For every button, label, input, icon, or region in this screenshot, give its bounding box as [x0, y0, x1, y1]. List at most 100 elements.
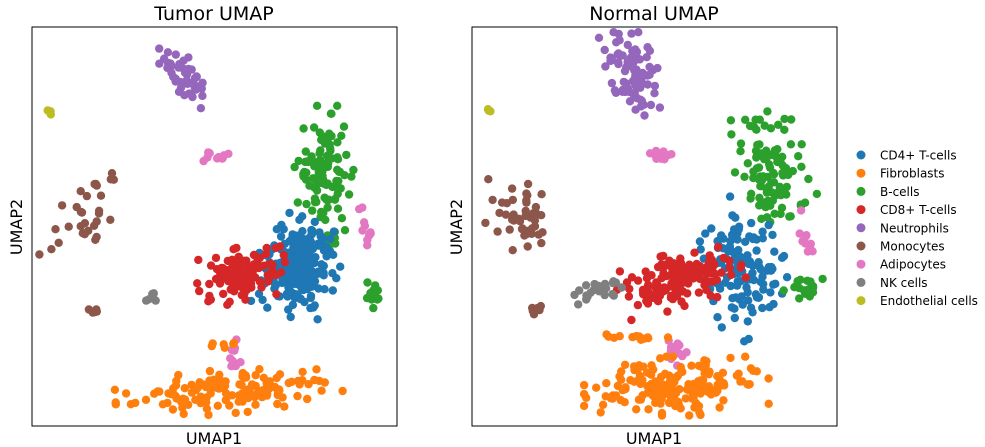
- point-cd4plus-t-cells: [717, 231, 726, 240]
- point-b-cells: [755, 193, 764, 202]
- point-neutrophils: [645, 70, 654, 80]
- point-cd4plus-t-cells: [734, 225, 743, 234]
- point-b-cells: [795, 294, 804, 303]
- point-fibroblasts: [191, 395, 200, 404]
- point-adipocytes: [806, 244, 815, 253]
- point-neutrophils: [190, 82, 199, 92]
- point-cd8plus-t-cells: [672, 291, 682, 301]
- point-b-cells: [775, 182, 784, 191]
- legend-label-b-cells: B-cells: [880, 185, 919, 199]
- tumor-umap-panel: Tumor UMAP UMAP1 UMAP2: [7, 3, 398, 447]
- point-b-cells: [333, 204, 343, 213]
- normal-points: [481, 28, 827, 420]
- point-cd8plus-t-cells: [700, 280, 709, 290]
- point-b-cells: [804, 174, 813, 184]
- point-fibroblasts: [636, 395, 646, 404]
- point-cd8plus-t-cells: [713, 242, 723, 252]
- point-cd8plus-t-cells: [707, 255, 716, 264]
- point-b-cells: [787, 115, 796, 124]
- point-cd4plus-t-cells: [747, 218, 756, 228]
- point-cd8plus-t-cells: [633, 276, 643, 285]
- point-b-cells: [365, 293, 375, 302]
- point-monocytes: [64, 222, 73, 231]
- point-cd8plus-t-cells: [234, 265, 243, 275]
- point-fibroblasts: [674, 400, 683, 409]
- point-monocytes: [523, 179, 533, 189]
- point-fibroblasts: [734, 369, 743, 378]
- point-fibroblasts: [251, 400, 260, 409]
- point-cd8plus-t-cells: [265, 273, 274, 282]
- point-fibroblasts: [168, 405, 178, 414]
- point-b-cells: [797, 140, 806, 149]
- point-cd4plus-t-cells: [726, 236, 735, 246]
- point-b-cells: [302, 199, 311, 209]
- point-cd4plus-t-cells: [322, 242, 331, 252]
- point-fibroblasts: [615, 372, 624, 381]
- point-b-cells: [736, 147, 745, 156]
- point-adipocytes: [359, 218, 369, 227]
- tumor-y-axis-label: UMAP2: [7, 199, 26, 255]
- point-neutrophils: [179, 64, 188, 74]
- point-cd8plus-t-cells: [676, 254, 685, 263]
- point-fibroblasts: [598, 400, 608, 409]
- point-fibroblasts: [206, 389, 215, 398]
- point-b-cells: [763, 107, 772, 116]
- point-cd8plus-t-cells: [275, 242, 285, 251]
- point-monocytes: [505, 225, 514, 234]
- point-monocytes: [523, 191, 532, 200]
- point-b-cells: [323, 203, 332, 212]
- point-cd4plus-t-cells: [322, 252, 331, 261]
- point-adipocytes: [199, 156, 208, 166]
- normal-umap-panel: Normal UMAP UMAP1 UMAP2: [447, 3, 838, 447]
- point-fibroblasts: [163, 398, 172, 408]
- point-cd8plus-t-cells: [624, 292, 634, 301]
- point-neutrophils: [642, 53, 651, 62]
- point-neutrophils: [634, 28, 643, 37]
- point-neutrophils: [174, 87, 184, 97]
- point-nk-cells: [608, 289, 617, 299]
- point-fibroblasts: [684, 386, 694, 395]
- point-adipocytes: [650, 149, 660, 159]
- point-fibroblasts: [280, 402, 289, 411]
- point-b-cells: [308, 174, 318, 183]
- point-cd8plus-t-cells: [695, 274, 705, 284]
- point-fibroblasts: [752, 367, 761, 376]
- point-b-cells: [340, 226, 350, 235]
- point-neutrophils: [614, 59, 623, 69]
- point-cd8plus-t-cells: [679, 265, 688, 274]
- point-nk-cells: [609, 277, 618, 286]
- point-fibroblasts: [244, 388, 253, 398]
- point-neutrophils: [607, 78, 617, 88]
- point-monocytes: [537, 238, 546, 248]
- point-monocytes: [96, 191, 106, 200]
- point-fibroblasts: [229, 339, 238, 349]
- point-fibroblasts: [317, 386, 326, 395]
- point-neutrophils: [640, 111, 649, 120]
- point-monocytes: [521, 211, 530, 221]
- point-fibroblasts: [320, 378, 329, 387]
- point-neutrophils: [196, 104, 206, 113]
- point-fibroblasts: [206, 379, 215, 388]
- point-cd4plus-t-cells: [314, 240, 324, 249]
- point-cd8plus-t-cells: [706, 291, 715, 300]
- point-neutrophils: [171, 50, 180, 59]
- point-monocytes: [514, 214, 523, 223]
- point-cd8plus-t-cells: [255, 253, 265, 262]
- point-adipocytes: [682, 348, 691, 357]
- point-neutrophils: [179, 56, 188, 65]
- point-fibroblasts: [213, 401, 222, 410]
- point-monocytes: [90, 179, 99, 189]
- point-cd8plus-t-cells: [261, 249, 271, 259]
- point-monocytes: [82, 191, 92, 201]
- point-cd4plus-t-cells: [767, 262, 776, 272]
- legend-marker-neutrophils: [856, 223, 866, 233]
- point-monocytes: [523, 242, 532, 251]
- point-nk-cells: [575, 286, 584, 295]
- legend-label-cd4plus-t-cells: CD4+ T-cells: [880, 149, 957, 163]
- normal-axes-frame: [471, 26, 838, 427]
- point-cd4plus-t-cells: [734, 245, 743, 255]
- normal-umap-title: Normal UMAP: [589, 3, 719, 25]
- point-neutrophils: [155, 44, 164, 53]
- point-cd4plus-t-cells: [768, 230, 777, 240]
